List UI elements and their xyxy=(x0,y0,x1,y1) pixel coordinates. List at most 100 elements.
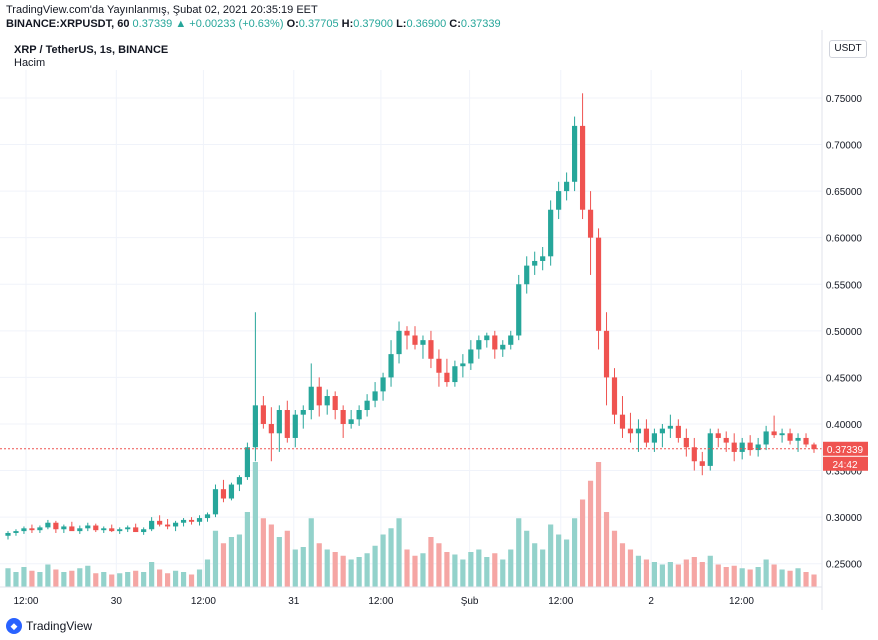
volume-bar xyxy=(165,573,171,587)
candle-body xyxy=(603,330,610,378)
volume-bar xyxy=(188,574,195,587)
volume-bar xyxy=(643,559,650,587)
candle-body xyxy=(803,437,809,445)
candle-body xyxy=(540,256,546,261)
candle-body xyxy=(204,514,211,519)
volume-bar xyxy=(117,573,123,587)
volume-bar xyxy=(5,568,11,587)
candle-body xyxy=(284,410,290,438)
volume-bar xyxy=(500,559,506,587)
y-tick-label: 0.45000 xyxy=(826,373,863,384)
candle-body xyxy=(372,391,378,401)
volume-bar xyxy=(340,555,346,587)
candle-body xyxy=(452,366,458,383)
x-tick-label: 12:00 xyxy=(548,596,573,607)
y-tick-label: 0.50000 xyxy=(826,327,863,338)
volume-bar xyxy=(61,572,67,587)
symbol-label: BINANCE:XRPUSDT, 60 xyxy=(6,18,130,30)
volume-bar xyxy=(667,562,673,587)
price-axis: 0.75000 0.70000 0.65000 0.60000 0.55000 0.500… xyxy=(826,94,863,571)
volume-legend[interactable]: Hacim xyxy=(14,57,46,69)
chart-grid xyxy=(0,70,822,587)
candle-body xyxy=(723,437,729,443)
candle-body xyxy=(420,340,426,345)
volume-bar xyxy=(484,557,490,587)
volume-bar xyxy=(611,530,618,587)
volume-bar xyxy=(29,570,35,587)
candle-body xyxy=(324,396,330,406)
candle-body xyxy=(731,442,737,452)
volume-bar xyxy=(13,572,19,587)
candle-body xyxy=(292,414,298,438)
volume-bar xyxy=(196,569,203,587)
volume-bar xyxy=(244,512,250,587)
candle-body xyxy=(412,335,418,345)
candle-body xyxy=(811,444,817,450)
volume-bar xyxy=(21,567,27,587)
candle-body xyxy=(276,410,282,434)
countdown-label: 24:42 xyxy=(832,460,857,471)
candle-body xyxy=(715,433,721,438)
candle-body xyxy=(125,527,131,530)
open-key: O: xyxy=(286,18,299,30)
candle-body xyxy=(667,425,673,429)
candle-body xyxy=(635,428,642,434)
volume-bar xyxy=(268,524,274,587)
candle-body xyxy=(220,489,227,499)
volume-bar xyxy=(508,549,514,587)
y-tick-label: 0.25000 xyxy=(826,560,863,571)
volume-bar xyxy=(85,565,91,587)
x-tick-label: 12:00 xyxy=(729,596,754,607)
volume-bar xyxy=(133,570,139,587)
candle-body xyxy=(165,524,171,527)
candle-body xyxy=(779,433,785,436)
volume-bar xyxy=(404,549,410,587)
volume-bar xyxy=(204,559,211,587)
open-value: 0.37705 xyxy=(298,18,339,30)
close-key: C: xyxy=(449,18,461,30)
volume-bar xyxy=(579,499,586,587)
volume-bar xyxy=(300,547,306,587)
volume-bar xyxy=(540,549,546,587)
volume-bar xyxy=(356,557,362,587)
footer-brand[interactable]: ◆ TradingView xyxy=(6,618,92,634)
volume-bar xyxy=(548,524,554,587)
candle-body xyxy=(619,414,626,429)
candle-body xyxy=(157,520,163,525)
volume-bar xyxy=(37,572,43,587)
volume-bar xyxy=(532,543,538,587)
volume-bar xyxy=(109,574,115,587)
candle-body xyxy=(755,444,761,451)
volume-bar xyxy=(364,553,370,587)
candle-body xyxy=(188,519,195,522)
volume-bar xyxy=(651,562,657,587)
high-value: 0.37900 xyxy=(353,18,393,30)
candle-body xyxy=(396,330,402,355)
candle-body xyxy=(739,442,745,452)
volume-bar xyxy=(691,557,697,587)
volume-bar xyxy=(707,555,713,587)
candle-body xyxy=(532,260,538,266)
x-tick-label: 12:00 xyxy=(191,596,216,607)
volume-bar xyxy=(468,552,474,587)
volume-bar xyxy=(436,543,442,587)
volume-bar xyxy=(141,572,147,587)
candle-body xyxy=(69,526,75,532)
countdown-box xyxy=(823,456,868,471)
currency-button[interactable]: USDT xyxy=(829,40,867,58)
y-tick-label: 0.30000 xyxy=(826,513,863,524)
low-value: 0.36900 xyxy=(406,18,447,30)
chart-legend-title[interactable]: XRP / TetherUS, 1s, BINANCE xyxy=(14,44,169,56)
candle-body xyxy=(29,528,35,531)
volume-bar xyxy=(731,565,737,587)
candle-body xyxy=(180,519,187,523)
candle-body xyxy=(492,335,498,350)
volume-bar xyxy=(308,518,314,587)
volume-bar xyxy=(172,570,179,587)
candle-body xyxy=(196,518,203,522)
volume-bar xyxy=(659,564,665,587)
volume-bar xyxy=(683,559,689,587)
volume-bar xyxy=(284,530,290,587)
candle-body xyxy=(260,405,266,424)
